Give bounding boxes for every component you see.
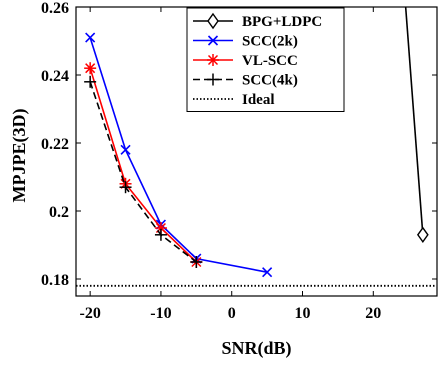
series-line-vl-scc — [89, 67, 197, 263]
y-axis-label: MPJPE(3D) — [9, 109, 30, 203]
data-point-scc-4k — [190, 256, 203, 268]
legend-item-bpg-ldpc: BPG+LDPC — [193, 12, 322, 30]
legend-marker-scc-2k-stroke — [207, 35, 219, 46]
legend-item-scc-2k: SCC(2k) — [193, 34, 298, 50]
series-line-scc-4k — [89, 81, 197, 263]
data-point-scc-2k-stroke — [262, 267, 273, 278]
series-line-bpg-ldpc — [404, 7, 424, 235]
legend-marker-vl-scc-stroke — [207, 54, 219, 66]
legend-marker-vl-scc — [207, 54, 219, 66]
data-point-scc-2k — [262, 267, 273, 278]
y-tick-label: 0.2 — [49, 204, 69, 221]
legend-label-scc-2k: SCC(2k) — [242, 34, 298, 50]
y-tick-label: 0.24 — [41, 68, 69, 85]
data-point-vl-scc-stroke — [85, 63, 96, 74]
legend-marker-scc-2k — [207, 35, 219, 46]
data-point-vl-scc — [84, 62, 97, 75]
data-point-scc-2k — [120, 144, 131, 155]
x-tick-label: 10 — [295, 305, 311, 322]
legend-label-scc-4k: SCC(4k) — [242, 73, 298, 89]
x-tick-label: 0 — [228, 305, 236, 322]
legend-item-scc-4k: SCC(4k) — [193, 73, 298, 89]
y-tick-label: 0.22 — [41, 136, 69, 153]
x-tick-label: -20 — [79, 305, 100, 322]
data-point-scc-4k — [84, 75, 97, 88]
y-tick-label: 0.26 — [41, 0, 69, 17]
legend-label-ideal: Ideal — [242, 92, 275, 108]
x-tick-label: 20 — [365, 305, 381, 322]
data-point-scc-2k-stroke — [120, 144, 131, 155]
plot-area — [75, 6, 438, 297]
data-point-scc-2k-stroke — [85, 32, 96, 43]
series-bpg-ldpc — [404, 7, 429, 244]
data-point-scc-2k — [85, 32, 96, 43]
axis-ticks: -20 -10 0 10 20 0.18 0.2 0.22 0.24 0.26 — [41, 0, 437, 322]
legend: BPG+LDPC SCC(2k) VL-SCC SCC(4k) Ideal — [186, 7, 345, 112]
legend-label-bpg-ldpc: BPG+LDPC — [242, 14, 322, 30]
data-point-scc-4k — [154, 228, 167, 241]
series-vl-scc — [84, 62, 203, 268]
x-axis-label: SNR(dB) — [221, 338, 291, 359]
series-scc-4k — [84, 75, 203, 268]
legend-item-vl-scc: VL-SCC — [193, 53, 298, 69]
data-point-scc-4k — [119, 181, 132, 194]
legend-marker-bpg-ldpc — [207, 12, 219, 30]
legend-item-ideal: Ideal — [193, 92, 275, 108]
data-point-bpg-ldpc — [416, 226, 429, 244]
y-tick-label: 0.18 — [41, 272, 69, 289]
plot-frame — [75, 6, 438, 297]
x-tick-label: -10 — [150, 305, 171, 322]
legend-marker-scc-4k — [207, 73, 219, 86]
legend-label-vl-scc: VL-SCC — [242, 53, 298, 69]
